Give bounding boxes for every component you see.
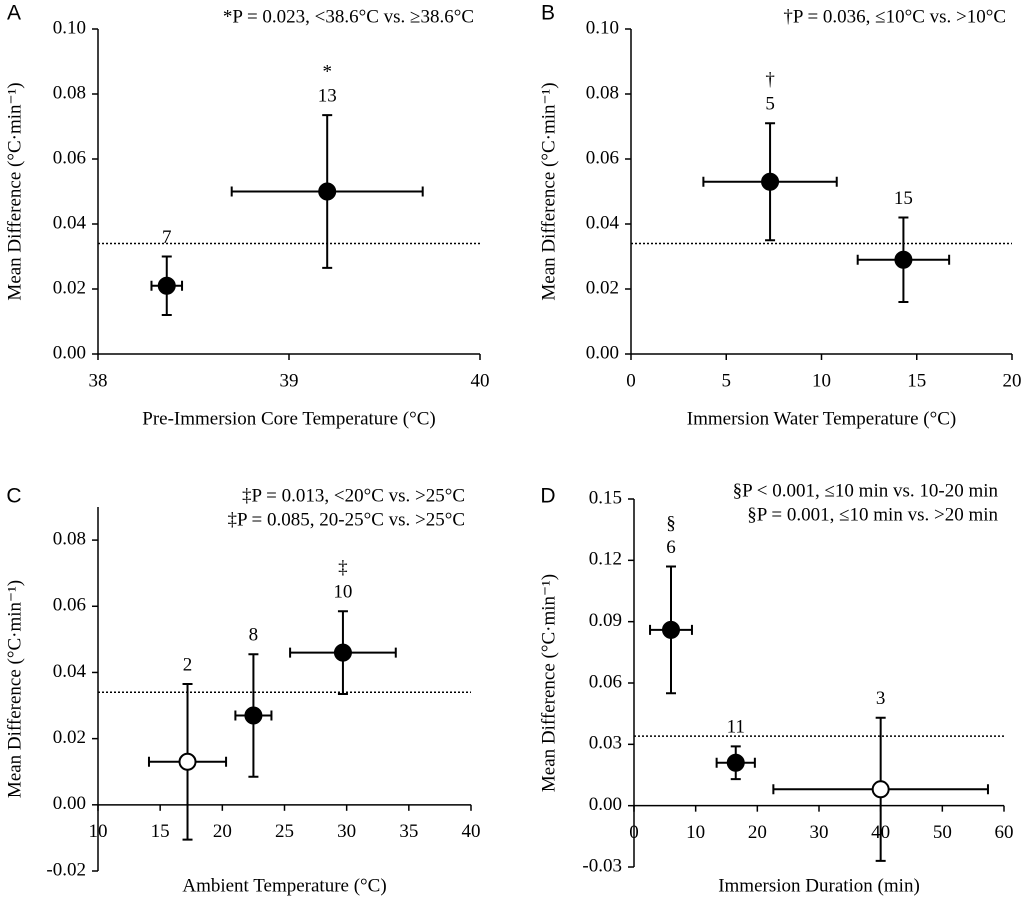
y-axis-label: Mean Difference (°C·min⁻¹) [538, 82, 559, 300]
significance-symbol: ‡ [338, 558, 348, 579]
x-tick-label: 15 [907, 370, 926, 391]
x-tick-label: 30 [337, 821, 356, 842]
y-tick-label: 0.04 [586, 212, 620, 233]
y-tick-label: 0.06 [53, 147, 86, 168]
point-label: 5 [765, 94, 775, 115]
point-label: 13 [318, 85, 337, 106]
x-tick-label: 5 [722, 370, 732, 391]
x-axis-label: Ambient Temperature (°C) [182, 875, 386, 896]
x-tick-label: 20 [748, 822, 767, 843]
y-axis-label: Mean Difference (°C·min⁻¹) [4, 82, 25, 300]
y-tick-label: 0.06 [589, 671, 622, 692]
annotation: ‡P = 0.013, <20°C vs. >25°C [242, 485, 465, 506]
y-tick-label: 0.06 [586, 147, 619, 168]
y-tick-label: 0.00 [586, 342, 619, 363]
annotation: ‡P = 0.085, 20-25°C vs. >25°C [227, 509, 465, 530]
point-label: 10 [333, 582, 352, 603]
y-tick-label: 0.06 [53, 595, 86, 616]
point [761, 172, 780, 191]
x-axis-label: Immersion Water Temperature (°C) [687, 408, 956, 429]
point-label: 8 [249, 625, 259, 646]
x-tick-label: 39 [280, 370, 299, 391]
x-tick-label: 15 [151, 821, 170, 842]
y-tick-label: 0.02 [586, 277, 619, 298]
point [662, 620, 680, 639]
panel-letter: B [541, 2, 555, 25]
y-tick-label: 0.04 [53, 661, 87, 682]
y-tick-label: 0.15 [589, 487, 622, 508]
x-axis-label: Immersion Duration (min) [718, 875, 920, 896]
x-tick-label: 10 [89, 821, 108, 842]
y-tick-label: 0.00 [53, 342, 86, 363]
x-tick-label: 38 [89, 370, 108, 391]
x-tick-label: 20 [1003, 370, 1022, 391]
y-axis-label: Mean Difference (°C·min⁻¹) [4, 580, 25, 798]
x-tick-label: 30 [810, 822, 829, 843]
y-tick-label: 0.04 [53, 212, 87, 233]
y-tick-label: -0.02 [46, 859, 86, 880]
y-tick-label: 0.02 [53, 277, 86, 298]
panel-letter: A [7, 2, 21, 25]
significance-symbol: * [322, 61, 332, 82]
y-tick-label: 0.08 [53, 82, 86, 103]
point [726, 753, 745, 772]
x-tick-label: 50 [933, 822, 952, 843]
significance-symbol: § [666, 513, 676, 534]
significance-symbol: † [765, 70, 775, 91]
y-tick-label: 0.00 [589, 794, 622, 815]
point-label: 15 [894, 188, 913, 209]
y-tick-label: 0.00 [53, 793, 86, 814]
x-tick-label: 0 [629, 822, 639, 843]
y-tick-label: 0.08 [53, 528, 86, 549]
y-tick-label: 0.10 [53, 17, 86, 38]
y-tick-label: 0.03 [589, 733, 622, 754]
y-tick-label: 0.08 [586, 82, 619, 103]
y-tick-label: 0.02 [53, 727, 86, 748]
point-label: 6 [666, 537, 676, 558]
annotation: §P = 0.001, ≤10 min vs. >20 min [747, 504, 998, 525]
annotation: †P = 0.036, ≤10°C vs. >10°C [783, 6, 1006, 27]
x-tick-label: 0 [626, 370, 636, 391]
annotation: *P = 0.023, <38.6°C vs. ≥38.6°C [223, 6, 474, 27]
y-axis-label: Mean Difference (°C·min⁻¹) [538, 574, 559, 792]
x-tick-label: 25 [275, 821, 294, 842]
y-tick-label: -0.03 [582, 855, 622, 876]
point [178, 752, 197, 771]
x-axis-label: Pre-Immersion Core Temperature (°C) [142, 408, 435, 429]
point-label: 3 [876, 688, 886, 709]
x-tick-label: 60 [995, 822, 1014, 843]
point [244, 706, 263, 725]
y-tick-label: 0.12 [589, 549, 622, 570]
x-tick-label: 10 [812, 370, 831, 391]
x-tick-label: 10 [686, 822, 705, 843]
point [894, 250, 913, 269]
point-label: 11 [727, 717, 745, 738]
point [333, 643, 352, 662]
annotation: §P < 0.001, ≤10 min vs. 10-20 min [733, 480, 999, 501]
point [157, 276, 176, 295]
x-tick-label: 20 [213, 821, 232, 842]
y-tick-label: 0.09 [589, 610, 622, 631]
point-label: 7 [162, 227, 172, 248]
x-tick-label: 35 [399, 821, 418, 842]
x-tick-label: 40 [471, 370, 490, 391]
x-tick-label: 40 [462, 821, 481, 842]
y-tick-label: 0.10 [586, 17, 619, 38]
panel-letter: C [6, 485, 21, 508]
panel-letter: D [540, 485, 555, 508]
point [871, 780, 890, 799]
point-label: 2 [183, 654, 193, 675]
point [318, 182, 337, 201]
